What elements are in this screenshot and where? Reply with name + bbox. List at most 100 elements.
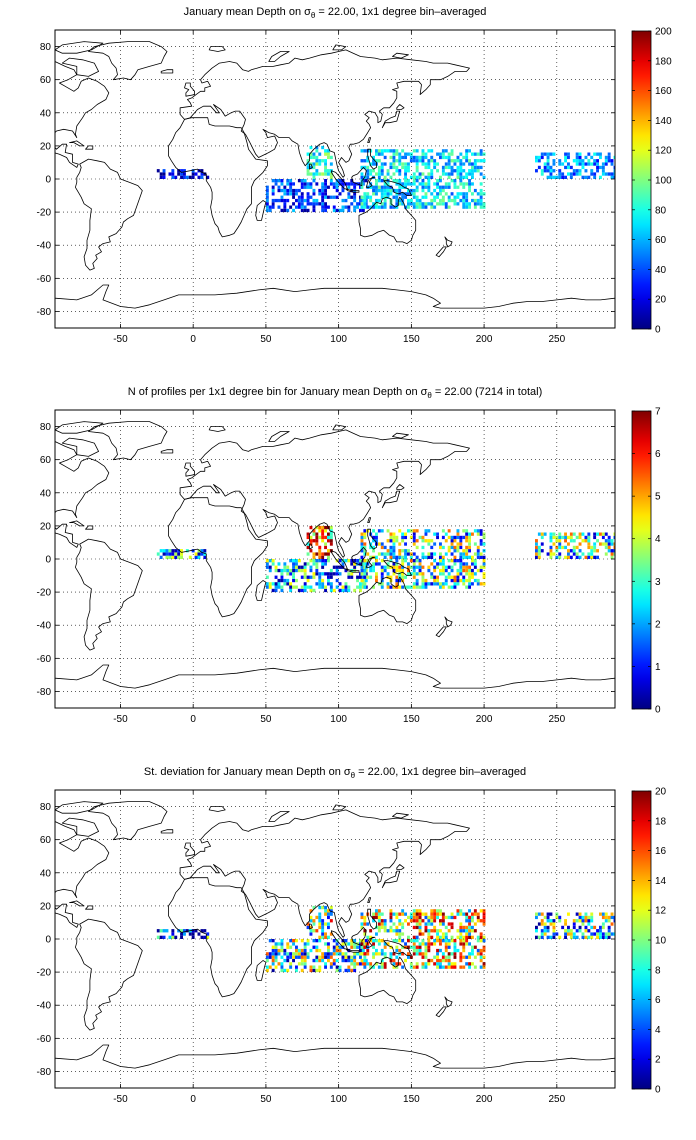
data-bin bbox=[389, 559, 393, 563]
data-bin bbox=[479, 205, 483, 209]
data-bin bbox=[453, 585, 457, 589]
data-bin bbox=[295, 565, 298, 569]
data-bin bbox=[412, 582, 416, 586]
data-bin bbox=[289, 192, 293, 196]
data-bin bbox=[453, 559, 457, 563]
data-bin bbox=[430, 555, 434, 559]
data-bin bbox=[386, 188, 390, 193]
data-bin bbox=[575, 545, 579, 550]
data-bin bbox=[360, 945, 364, 949]
data-bin bbox=[412, 935, 416, 939]
data-bin bbox=[415, 919, 419, 923]
data-bin bbox=[459, 958, 463, 963]
data-bin bbox=[540, 929, 544, 933]
colorbar-tick-label: 7 bbox=[655, 407, 661, 418]
data-bin bbox=[471, 562, 474, 566]
data-bin bbox=[473, 559, 477, 563]
panel-std-deviation: St. deviation for January mean Depth on … bbox=[0, 760, 696, 1140]
data-bin bbox=[309, 185, 313, 189]
data-bin bbox=[300, 568, 304, 573]
data-bin bbox=[409, 919, 413, 923]
data-bin bbox=[604, 935, 608, 939]
data-bin bbox=[265, 208, 269, 213]
data-bin bbox=[601, 542, 605, 546]
data-bin bbox=[549, 549, 553, 553]
data-bin bbox=[415, 149, 419, 153]
data-bin bbox=[297, 205, 301, 209]
data-bin bbox=[289, 568, 293, 573]
data-bin bbox=[274, 948, 278, 953]
data-bin bbox=[324, 572, 327, 576]
data-bin bbox=[350, 195, 354, 199]
data-bin bbox=[409, 585, 413, 589]
data-bin bbox=[306, 922, 310, 926]
data-bin bbox=[584, 912, 588, 916]
data-bin bbox=[392, 912, 396, 916]
data-bin bbox=[295, 192, 298, 196]
coastline-iceland bbox=[160, 449, 174, 454]
data-bin bbox=[280, 575, 284, 579]
data-bin bbox=[412, 912, 416, 916]
data-bin bbox=[312, 905, 316, 910]
data-bin bbox=[535, 549, 538, 553]
data-bin bbox=[599, 912, 602, 916]
data-bin bbox=[395, 948, 399, 953]
data-bin bbox=[300, 182, 304, 186]
data-bin bbox=[338, 952, 342, 956]
data-bin bbox=[465, 159, 469, 163]
data-bin bbox=[473, 578, 477, 583]
data-bin bbox=[468, 919, 471, 923]
data-bin bbox=[375, 532, 378, 536]
data-bin bbox=[555, 539, 559, 543]
coastline-ellesmere bbox=[55, 801, 104, 814]
data-bin bbox=[380, 922, 384, 926]
data-bin bbox=[395, 932, 399, 936]
data-bin bbox=[412, 542, 416, 546]
data-bin bbox=[450, 922, 454, 926]
colorbar-tick-label: 100 bbox=[655, 176, 672, 187]
data-bin bbox=[601, 922, 605, 926]
coastline-sri-lanka bbox=[309, 923, 313, 930]
data-bin bbox=[321, 192, 325, 196]
data-bin bbox=[441, 952, 445, 956]
data-bin bbox=[363, 585, 367, 589]
data-bin bbox=[453, 555, 457, 559]
data-bin bbox=[347, 572, 351, 576]
data-bin bbox=[471, 935, 474, 939]
data-bin bbox=[482, 159, 486, 163]
data-bin bbox=[415, 555, 419, 559]
data-bin bbox=[433, 912, 437, 916]
data-bin bbox=[309, 172, 313, 176]
data-bin bbox=[456, 195, 460, 199]
data-bin bbox=[318, 192, 322, 196]
data-bin bbox=[418, 565, 422, 569]
data-bin bbox=[459, 539, 463, 543]
data-bin bbox=[366, 922, 370, 926]
data-bin bbox=[324, 932, 327, 936]
data-bin bbox=[375, 559, 378, 563]
data-bin bbox=[312, 588, 316, 593]
data-bin bbox=[395, 962, 399, 966]
data-bin bbox=[380, 169, 384, 173]
data-bin bbox=[395, 575, 399, 579]
data-bin bbox=[453, 202, 457, 206]
colorbar bbox=[631, 410, 652, 710]
data-bin bbox=[398, 162, 402, 166]
data-bin bbox=[324, 169, 327, 173]
data-bin bbox=[415, 915, 419, 920]
data-bin bbox=[315, 172, 319, 176]
data-bin bbox=[468, 159, 471, 163]
data-bin bbox=[338, 582, 342, 586]
data-bin bbox=[356, 575, 359, 579]
data-bin bbox=[280, 198, 284, 203]
data-bin bbox=[318, 545, 322, 550]
data-bin bbox=[324, 585, 327, 589]
gridlines bbox=[55, 30, 615, 328]
coastline-svalbard bbox=[208, 806, 226, 812]
data-bin bbox=[392, 152, 396, 156]
data-bin bbox=[473, 572, 477, 576]
data-bin bbox=[415, 572, 419, 576]
data-bin bbox=[289, 965, 293, 969]
data-bin bbox=[450, 915, 454, 920]
data-bin bbox=[159, 175, 163, 179]
